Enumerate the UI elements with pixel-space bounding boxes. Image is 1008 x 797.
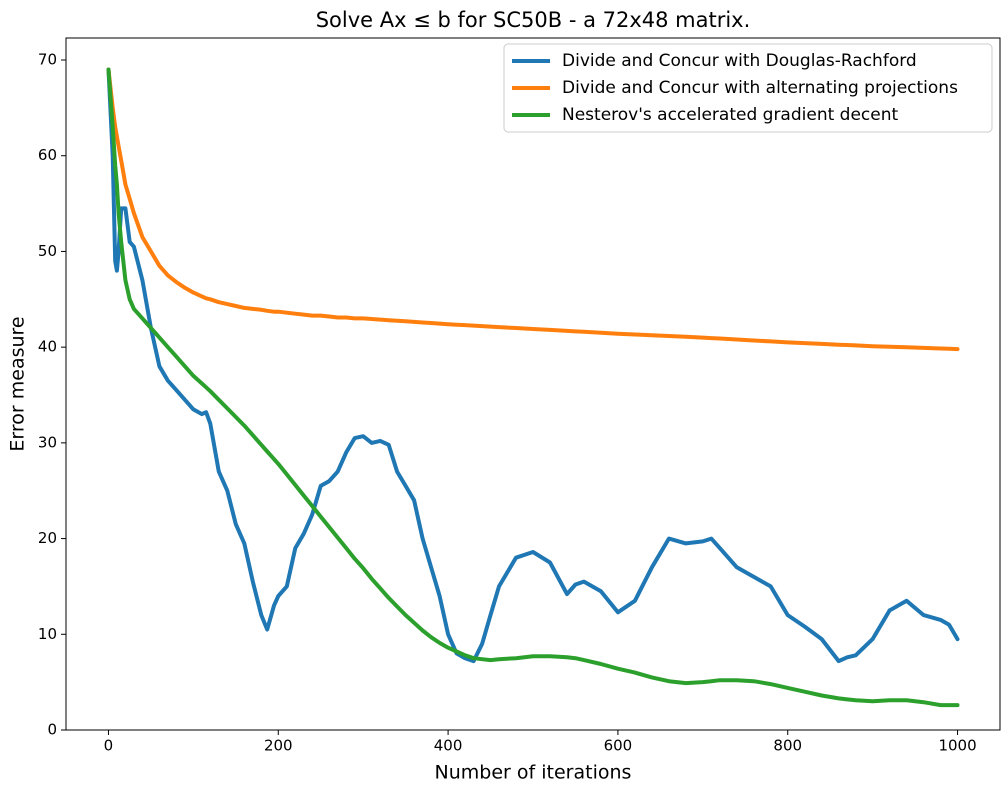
y-tick-label: 60 [38, 146, 57, 164]
y-tick-label: 70 [38, 51, 57, 69]
y-tick-label: 50 [38, 242, 57, 260]
x-tick-label: 200 [264, 737, 293, 755]
x-axis-label: Number of iterations [435, 762, 632, 784]
legend-label: Nesterov's accelerated gradient decent [562, 105, 898, 125]
y-tick-label: 10 [38, 625, 57, 643]
series-line [106, 67, 960, 708]
y-axis-label: Error measure [7, 316, 29, 451]
series-line [106, 67, 960, 352]
y-tick-label: 30 [38, 433, 57, 451]
x-tick-label: 0 [104, 737, 114, 755]
series-line [106, 67, 960, 664]
legend-box [503, 43, 993, 133]
legend-label: Divide and Concur with alternating proje… [562, 78, 958, 98]
y-tick-label: 40 [38, 338, 57, 356]
y-tick-label: 0 [47, 721, 57, 739]
chart-title: Solve Ax ≤ b for SC50B - a 72x48 matrix. [316, 8, 751, 32]
legend-label: Divide and Concur with Douglas-Rachford [562, 51, 917, 71]
x-tick-label: 400 [434, 737, 463, 755]
x-tick-label: 800 [773, 737, 802, 755]
y-tick-label: 20 [38, 529, 57, 547]
x-tick-label: 1000 [938, 737, 976, 755]
x-tick-label: 600 [604, 737, 633, 755]
plot-frame [65, 37, 1001, 731]
